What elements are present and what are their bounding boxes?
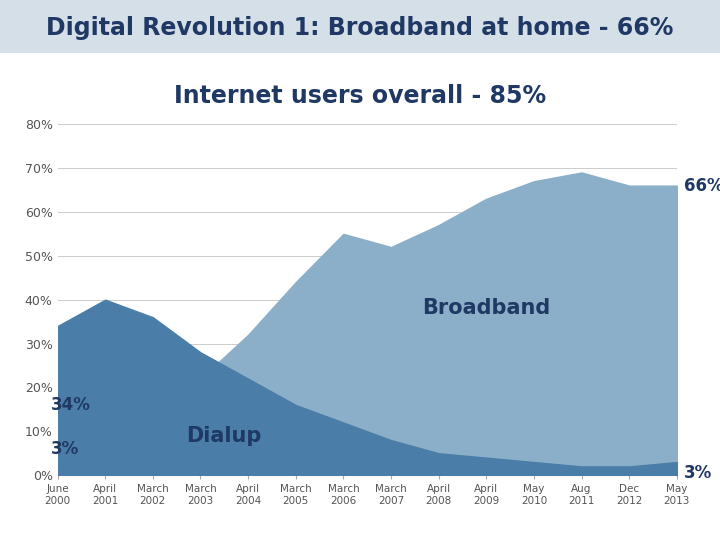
Text: Internet users overall - 85%: Internet users overall - 85% — [174, 84, 546, 107]
Text: Broadband: Broadband — [422, 299, 550, 319]
Text: Dialup: Dialup — [186, 426, 262, 446]
Text: 3%: 3% — [50, 440, 78, 458]
Text: 34%: 34% — [50, 396, 90, 414]
Text: Digital Revolution 1: Broadband at home - 66%: Digital Revolution 1: Broadband at home … — [46, 16, 674, 40]
FancyBboxPatch shape — [0, 0, 720, 53]
Text: 3%: 3% — [684, 464, 712, 482]
Text: 66%: 66% — [684, 177, 720, 194]
